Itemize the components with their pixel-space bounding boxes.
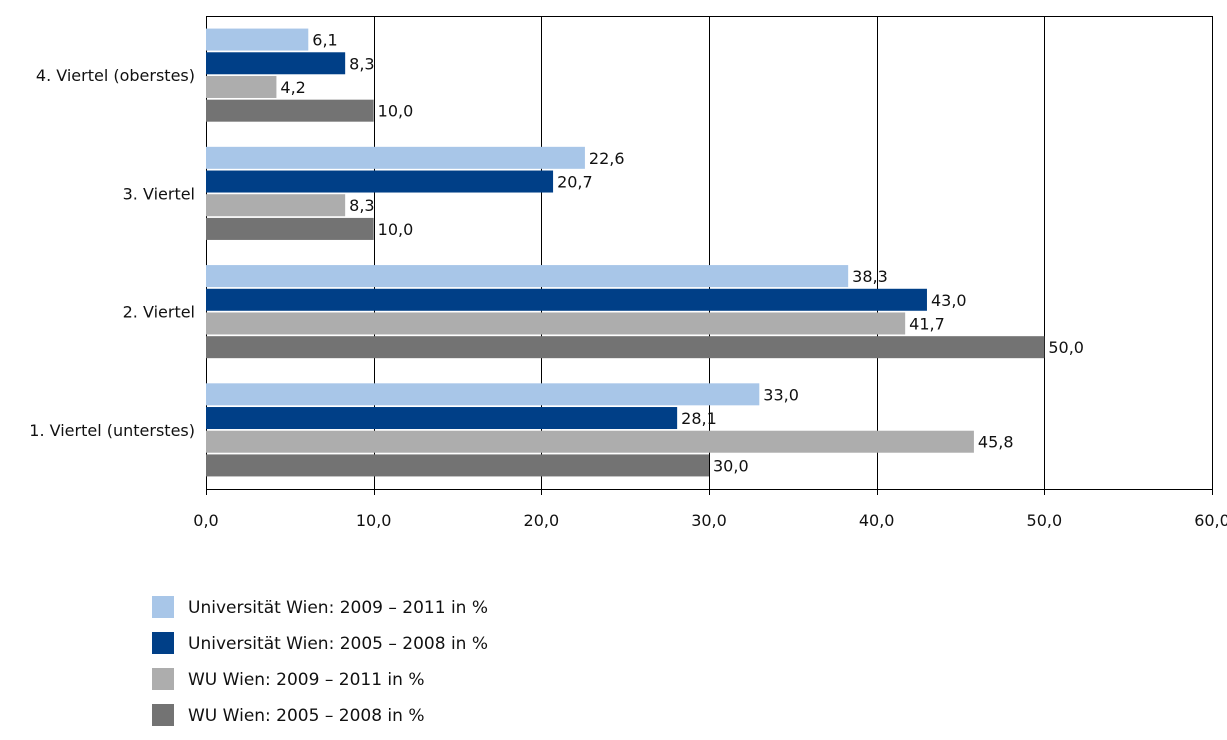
bar [206, 288, 927, 311]
bar-value-label: 43,0 [931, 291, 967, 310]
bar-value-label: 22,6 [589, 149, 625, 168]
legend-swatch [152, 668, 174, 690]
bar [206, 99, 374, 122]
bar [206, 312, 906, 335]
bar-value-label: 4,2 [280, 78, 305, 97]
category-label: 2. Viertel [123, 303, 195, 322]
bar-value-label: 28,1 [681, 409, 717, 428]
bar [206, 217, 374, 240]
bar-value-label: 38,3 [852, 267, 888, 286]
legend-label: WU Wien: 2005 – 2008 in % [188, 706, 424, 726]
bar [206, 194, 346, 217]
legend-label: Universität Wien: 2005 – 2008 in % [188, 634, 488, 654]
labels: 0,0 10,0 20,0 30,0 40,0 50,0 60,0 1. Viertel (u… [29, 31, 1227, 530]
bar-value-label: 30,0 [713, 456, 749, 475]
category-label: 1. Viertel (unterstes) [29, 421, 195, 440]
bar [206, 430, 974, 453]
gridlines [206, 16, 1213, 495]
bar-value-label: 8,3 [349, 54, 374, 73]
bar [206, 265, 849, 288]
bar-value-label: 20,7 [557, 173, 593, 192]
legend-label: WU Wien: 2009 – 2011 in % [188, 670, 424, 690]
bar-value-label: 8,3 [349, 196, 374, 215]
bar [206, 407, 678, 430]
bar-value-label: 50,0 [1048, 338, 1084, 357]
x-tick-label: 50,0 [1027, 511, 1063, 530]
bars [206, 28, 1045, 477]
bar [206, 52, 346, 75]
axes [206, 16, 1212, 490]
x-tick-label: 20,0 [524, 511, 560, 530]
category-label: 4. Viertel (oberstes) [36, 66, 195, 85]
bar-value-label: 33,0 [763, 385, 799, 404]
bar-value-label: 10,0 [378, 102, 414, 121]
legend-swatch [152, 632, 174, 654]
bar-value-label: 41,7 [909, 314, 945, 333]
bar-value-label: 45,8 [978, 433, 1014, 452]
legend-swatch [152, 596, 174, 618]
x-tick-label: 40,0 [859, 511, 895, 530]
legend-label: Universität Wien: 2009 – 2011 in % [188, 598, 488, 618]
bar [206, 28, 309, 51]
bar [206, 454, 709, 477]
bar [206, 336, 1045, 359]
legend: Universität Wien: 2009 – 2011 in % Univer… [152, 596, 488, 726]
bar [206, 75, 277, 98]
x-tick-label: 30,0 [691, 511, 727, 530]
x-tick-label: 0,0 [193, 511, 218, 530]
bar [206, 170, 554, 193]
bar [206, 146, 585, 169]
x-tick-label: 10,0 [356, 511, 392, 530]
bar-value-label: 6,1 [312, 31, 337, 50]
bar [206, 383, 760, 406]
x-tick-label: 60,0 [1194, 511, 1227, 530]
bar-value-label: 10,0 [378, 220, 414, 239]
category-label: 3. Viertel [123, 184, 195, 203]
legend-swatch [152, 704, 174, 726]
